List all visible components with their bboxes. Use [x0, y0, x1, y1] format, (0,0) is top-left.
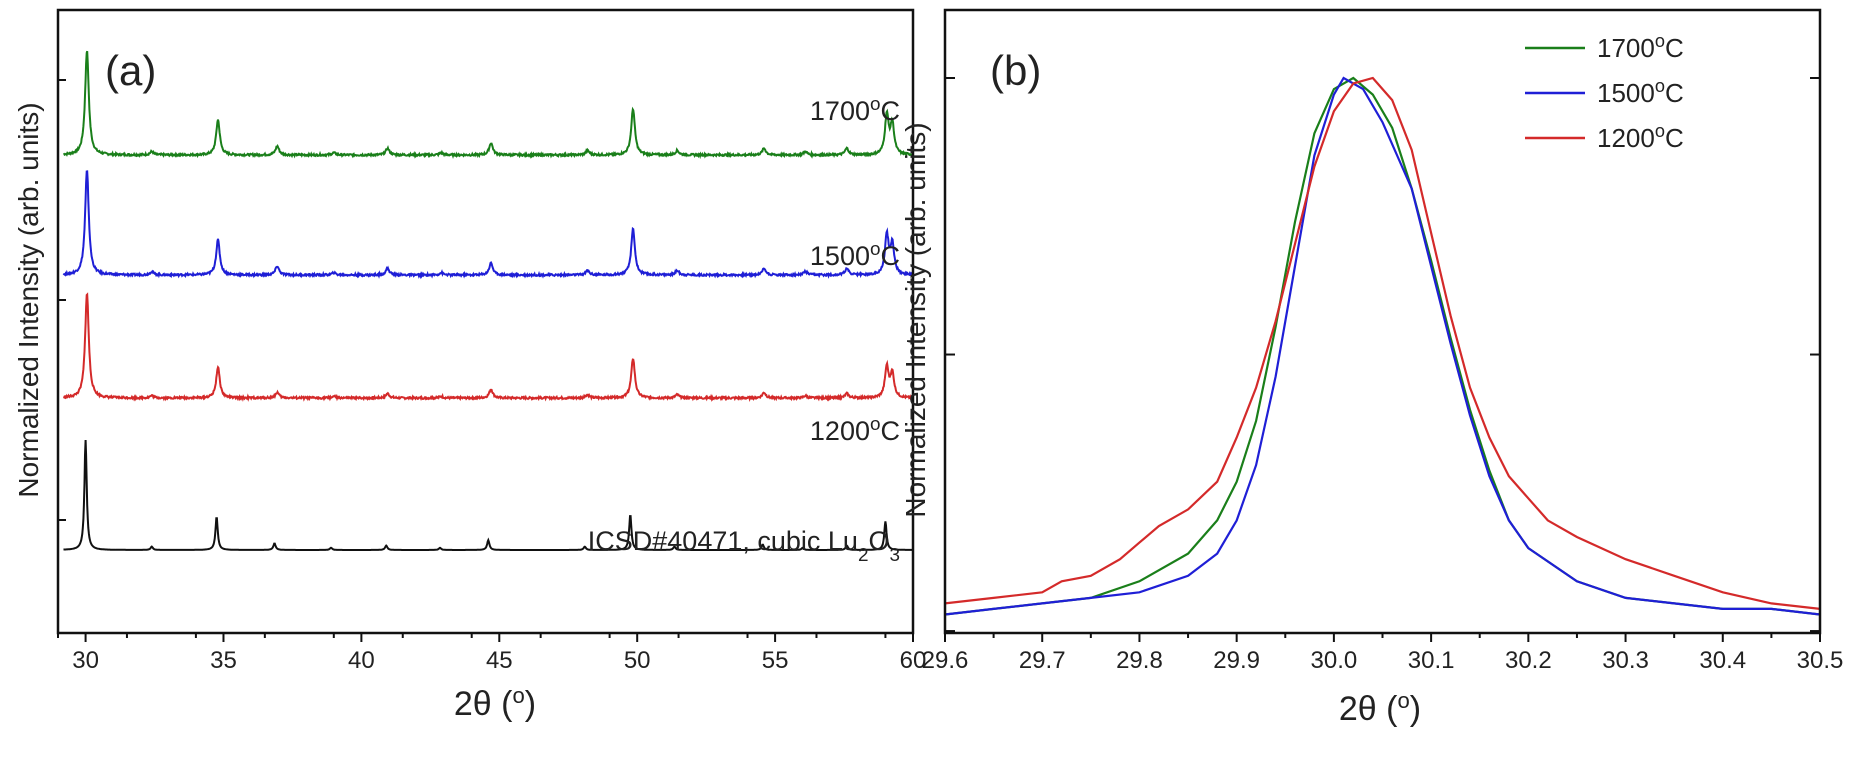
- panel-a-x-tick-label-4: 50: [624, 647, 651, 674]
- panel-b-x-tick-label-0: 29.6: [922, 647, 969, 674]
- panel-b-x-tick-label-9: 30.5: [1797, 647, 1844, 674]
- panel-a-y-ticks: [58, 79, 66, 521]
- panel-a-x-tick-label-0: 30: [72, 647, 99, 674]
- panel-b-x-tick-label-2: 29.8: [1116, 647, 1163, 674]
- panel-a-plot-frame: [56, 8, 915, 635]
- panel-a-series-line-2: [62, 292, 914, 403]
- panel-b-x-tick-label-1: 29.7: [1019, 647, 1066, 674]
- panel-a-label: (a): [105, 47, 156, 94]
- panel-a-series-line-3: [63, 439, 913, 551]
- panel-a-series-label-3: ICSD#40471, cubic Lu2O3: [588, 526, 900, 566]
- panel-a-x-axis-label: 2θ (o): [454, 683, 536, 724]
- panel-a-x-tick-label-1: 35: [210, 647, 237, 674]
- panel-b-plot-frame: [943, 8, 1822, 635]
- panel-b-x-tick-label-3: 29.9: [1213, 647, 1260, 674]
- panel-b-series-line-0: [944, 76, 1821, 616]
- panel-a-series-group: [62, 50, 914, 551]
- panel-b-legend-label-0: 1700oC: [1597, 31, 1684, 63]
- panel-b-legend-label-2: 1200oC: [1597, 121, 1684, 153]
- panel-a-chart: 30 35 40 45 50 55 60 (a) 1700oC 1500oC 1200oC ICS…: [13, 8, 927, 724]
- panel-b-x-tick-label-4: 30.0: [1311, 647, 1358, 674]
- panel-a-series-label-1: 1500oC: [810, 239, 900, 272]
- panel-b-x-axis-label: 2θ (o): [1339, 688, 1421, 729]
- panel-b-x-ticks: 29.6 29.7 29.8 29.9 30.0 30.1 30.2 30.3 30.4 30.5: [922, 633, 1844, 674]
- panel-a-x-tick-label-6: 60: [900, 647, 927, 674]
- panel-b-y-axis-label: Normalized Intensity (arb. units): [900, 122, 931, 517]
- panel-b-chart: 29.6 29.7 29.8 29.9 30.0 30.1 30.2 30.3 30.4 30.5…: [900, 8, 1844, 729]
- panel-b-x-tick-label-6: 30.2: [1505, 647, 1552, 674]
- panel-b-series-group: [944, 76, 1821, 616]
- panel-a-x-tick-label-2: 40: [348, 647, 375, 674]
- panel-b-series-line-2: [944, 76, 1821, 610]
- panel-b-x-tick-label-5: 30.1: [1408, 647, 1455, 674]
- panel-b-series-line-1: [944, 76, 1821, 616]
- panel-a-series-label-2: 1200oC: [810, 414, 900, 447]
- panel-a-x-ticks: 30 35 40 45 50 55 60: [57, 633, 927, 674]
- panel-a-series-line-0: [63, 50, 914, 160]
- panel-b-legend-label-1: 1500oC: [1597, 76, 1684, 108]
- panel-a-series-labels: 1700oC 1500oC 1200oC ICSD#40471, cubic Lu2O…: [588, 94, 900, 566]
- panel-a-series-line-1: [62, 170, 913, 280]
- panel-a-x-tick-label-3: 45: [486, 647, 513, 674]
- panel-a-y-axis-label: Normalized Intensity (arb. units): [13, 102, 44, 497]
- panel-b-legend: 1700oC 1500oC 1200oC: [1525, 31, 1684, 153]
- panel-b-label: (b): [990, 47, 1041, 94]
- panel-b-x-tick-label-8: 30.4: [1699, 647, 1746, 674]
- panel-b-y-ticks: [945, 77, 1820, 633]
- panel-a-series-label-0: 1700oC: [810, 94, 900, 127]
- panel-a-x-tick-label-5: 55: [762, 647, 789, 674]
- panel-b-x-tick-label-7: 30.3: [1602, 647, 1649, 674]
